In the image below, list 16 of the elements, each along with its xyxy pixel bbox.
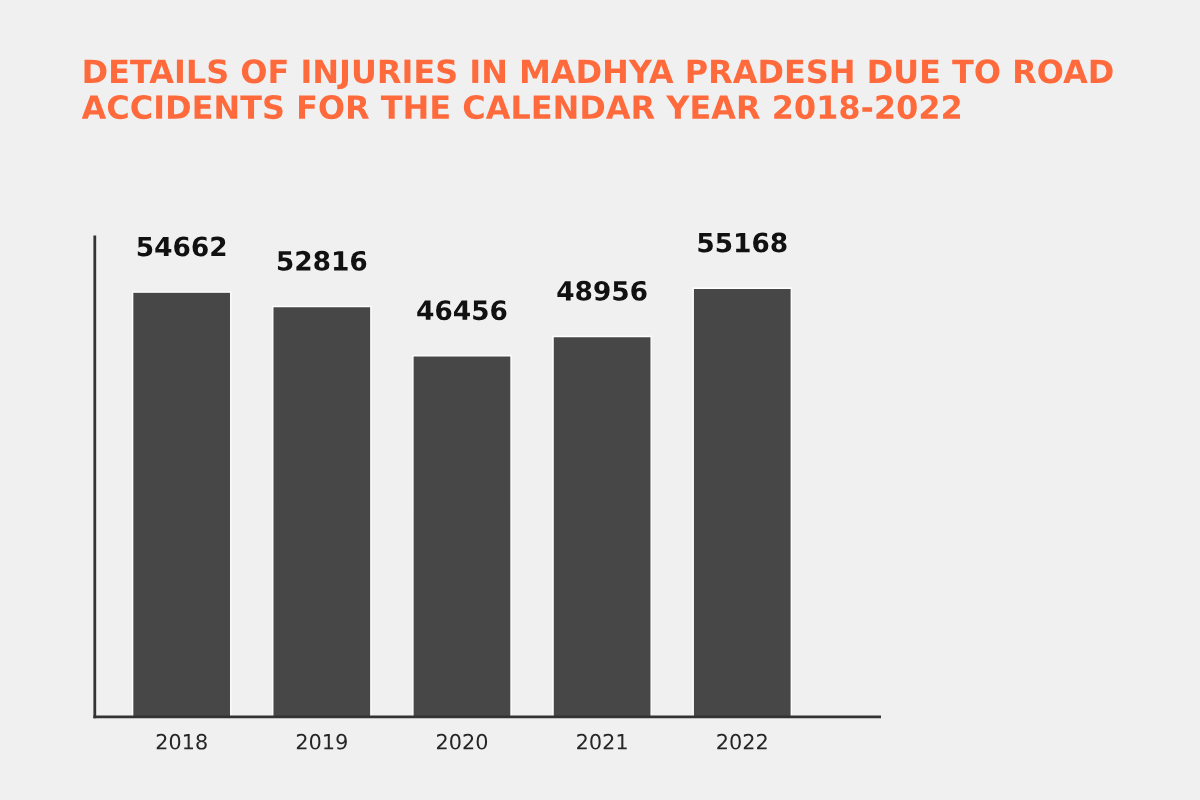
data-label: 46456 (417, 300, 507, 321)
x-tick-label: 2019 (296, 733, 347, 750)
bar (552, 335, 652, 717)
x-tick-label: 2018 (156, 733, 207, 750)
data-label: 48956 (557, 280, 647, 301)
data-label: 54662 (137, 236, 226, 257)
bar (131, 291, 232, 717)
x-tick-label: 2022 (717, 733, 767, 750)
data-label: 52816 (277, 250, 367, 271)
bar (692, 287, 793, 717)
data-label: 55168 (698, 232, 787, 253)
x-tick-label: 2020 (436, 733, 488, 750)
x-tick-label: 2021 (577, 733, 627, 750)
chart-title: DETAILS OF INJURIES IN MADHYA PRADESH DUE TO ROAD ACCIDENTS FOR THE CALENDAR YEAR 2018-2022 (81, 59, 1113, 120)
bar (272, 305, 372, 717)
bar (412, 355, 512, 717)
